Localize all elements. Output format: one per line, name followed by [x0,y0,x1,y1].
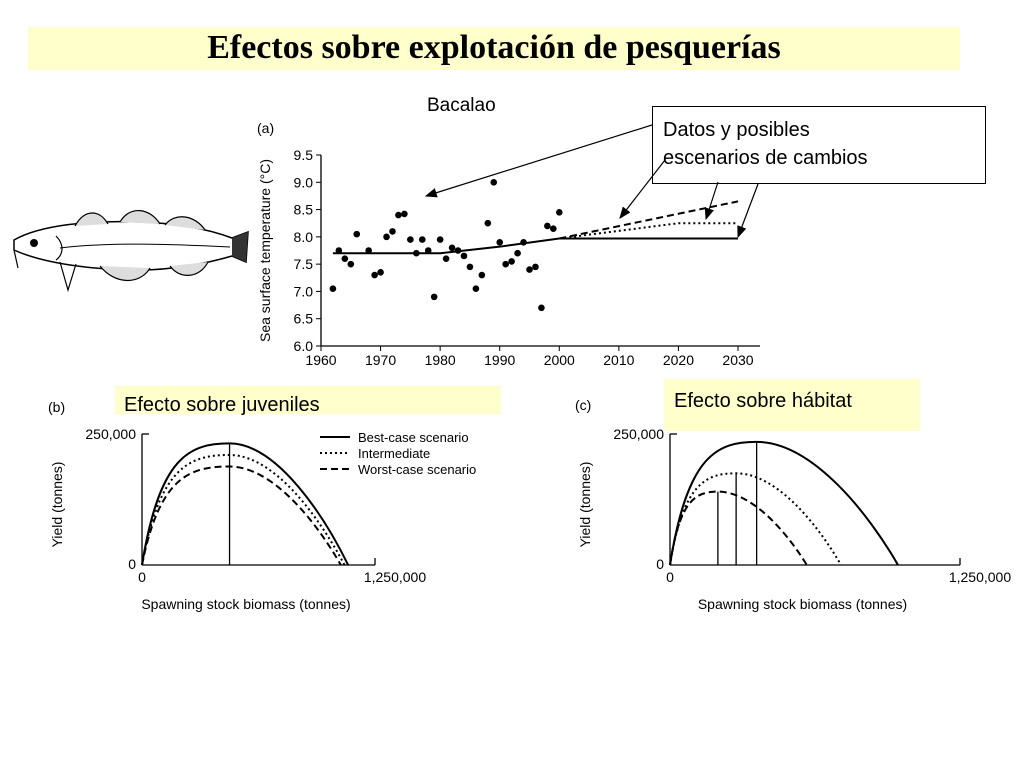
habitat-label-box [664,379,920,431]
data-point [436,236,444,243]
yield-curve-solid [141,442,350,566]
y-tick-label: 6.0 [294,338,314,354]
title-bar: Efectos sobre explotación de pesquerías [28,27,960,70]
callout-line-2: escenarios de cambios [663,147,868,169]
data-point [544,222,551,230]
data-point [395,211,402,219]
x-tick-label-zero: 0 [138,569,146,585]
callout-text: Datos y posibles escenarios de cambios [663,116,868,172]
data-point [418,236,426,243]
data-point [514,249,521,257]
x-axis-label: Spawning stock biomass (tonnes) [141,596,350,612]
y-tick-label-max: 250,000 [85,426,136,442]
data-point [478,271,486,279]
callout-arrows [424,124,759,239]
y-tick-label: 9.5 [294,147,314,163]
panel-letter: (c) [575,397,591,413]
data-point [538,304,545,312]
habitat-label: Efecto sobre hábitat [674,390,852,412]
x-tick-label-max: 1,250,000 [364,569,426,585]
scenario-line-dashed [559,200,739,240]
y-tick-label: 7.0 [294,283,314,299]
scenario-line-dotted [559,222,738,240]
data-point [347,260,355,268]
y-tick-label-zero: 0 [656,556,664,572]
yield-curve-dotted [669,472,842,566]
y-tick-label-max: 250,000 [613,426,664,442]
y-tick-label: 9.0 [294,174,314,190]
panel-a: (a) 1960 1970 1980 1990 2000 2010 2020 2030 6.0 6.… [257,120,760,368]
y-tick-label: 8.5 [294,202,314,218]
data-point [460,252,468,260]
y-tick-label: 8.0 [294,229,314,245]
data-point [424,247,432,254]
data-point [377,269,384,276]
y-axis-label: Yield (tonnes) [577,462,593,548]
x-tick-label: 1980 [425,352,456,368]
data-point [496,239,504,246]
page-title: Efectos sobre explotación de pesquerías [207,29,781,66]
data-point [329,285,337,293]
panel-a-letter: (a) [257,120,274,136]
x-tick-label: 2030 [722,352,753,368]
cod-fish-icon [13,210,249,293]
data-point [526,266,533,273]
data-point [371,271,378,279]
data-point [508,258,515,265]
data-point [353,230,361,238]
callout-line-1: Datos y posibles [663,119,810,141]
x-axis-label: Spawning stock biomass (tonnes) [698,596,907,612]
data-point [430,293,438,301]
x-tick-label: 1990 [484,352,515,368]
data-point [555,209,563,216]
y-axis-label: Sea surface temperature (°C) [257,159,273,342]
x-tick-label: 2000 [544,352,575,368]
data-point [401,210,408,218]
x-tick-label-zero: 0 [666,569,674,585]
panel-c: (c) 250,000 00 1,250,000 Spawning stock biom… [575,397,1011,612]
legend-entry: Best-case scenario [358,430,469,445]
data-point [502,260,509,268]
data-point [335,247,343,254]
data-point [484,219,492,227]
data-point [341,255,349,262]
y-tick-label-zero: 0 [128,556,136,572]
panel-b: (b) 250,000 00 1,250,000 Spawning stock biom… [48,399,476,612]
callout-box: Datos y posibles escenarios de cambios [652,106,986,184]
juveniles-label-box [115,386,501,414]
yield-curve-dashed [669,490,808,566]
data-point [448,244,456,252]
data-point [365,247,372,254]
panel-letter: (b) [48,399,65,415]
data-point [490,178,498,186]
yield-curve-solid [669,440,899,566]
y-axis-label: Yield (tonnes) [49,462,65,548]
x-tick-label: 1960 [305,352,336,368]
data-point [407,236,414,243]
legend-entry: Intermediate [358,446,430,461]
data-point [550,225,557,232]
juveniles-label: Efecto sobre juveniles [124,394,320,416]
x-tick-label: 2020 [663,352,694,368]
y-tick-label: 6.5 [294,311,314,327]
trend-line [332,237,560,255]
x-tick-label: 2010 [603,352,634,368]
data-point [532,263,539,271]
y-tick-label: 7.5 [294,256,314,272]
legend-entry: Worst-case scenario [358,462,476,477]
x-tick-label: 1970 [365,352,396,368]
data-point [442,255,450,262]
x-tick-label-max: 1,250,000 [949,569,1011,585]
data-point [472,285,480,293]
yield-curve-dashed [141,465,342,566]
data-point [466,263,474,271]
data-point [389,228,396,235]
species-label: Bacalao [427,95,496,116]
data-point [383,233,390,241]
